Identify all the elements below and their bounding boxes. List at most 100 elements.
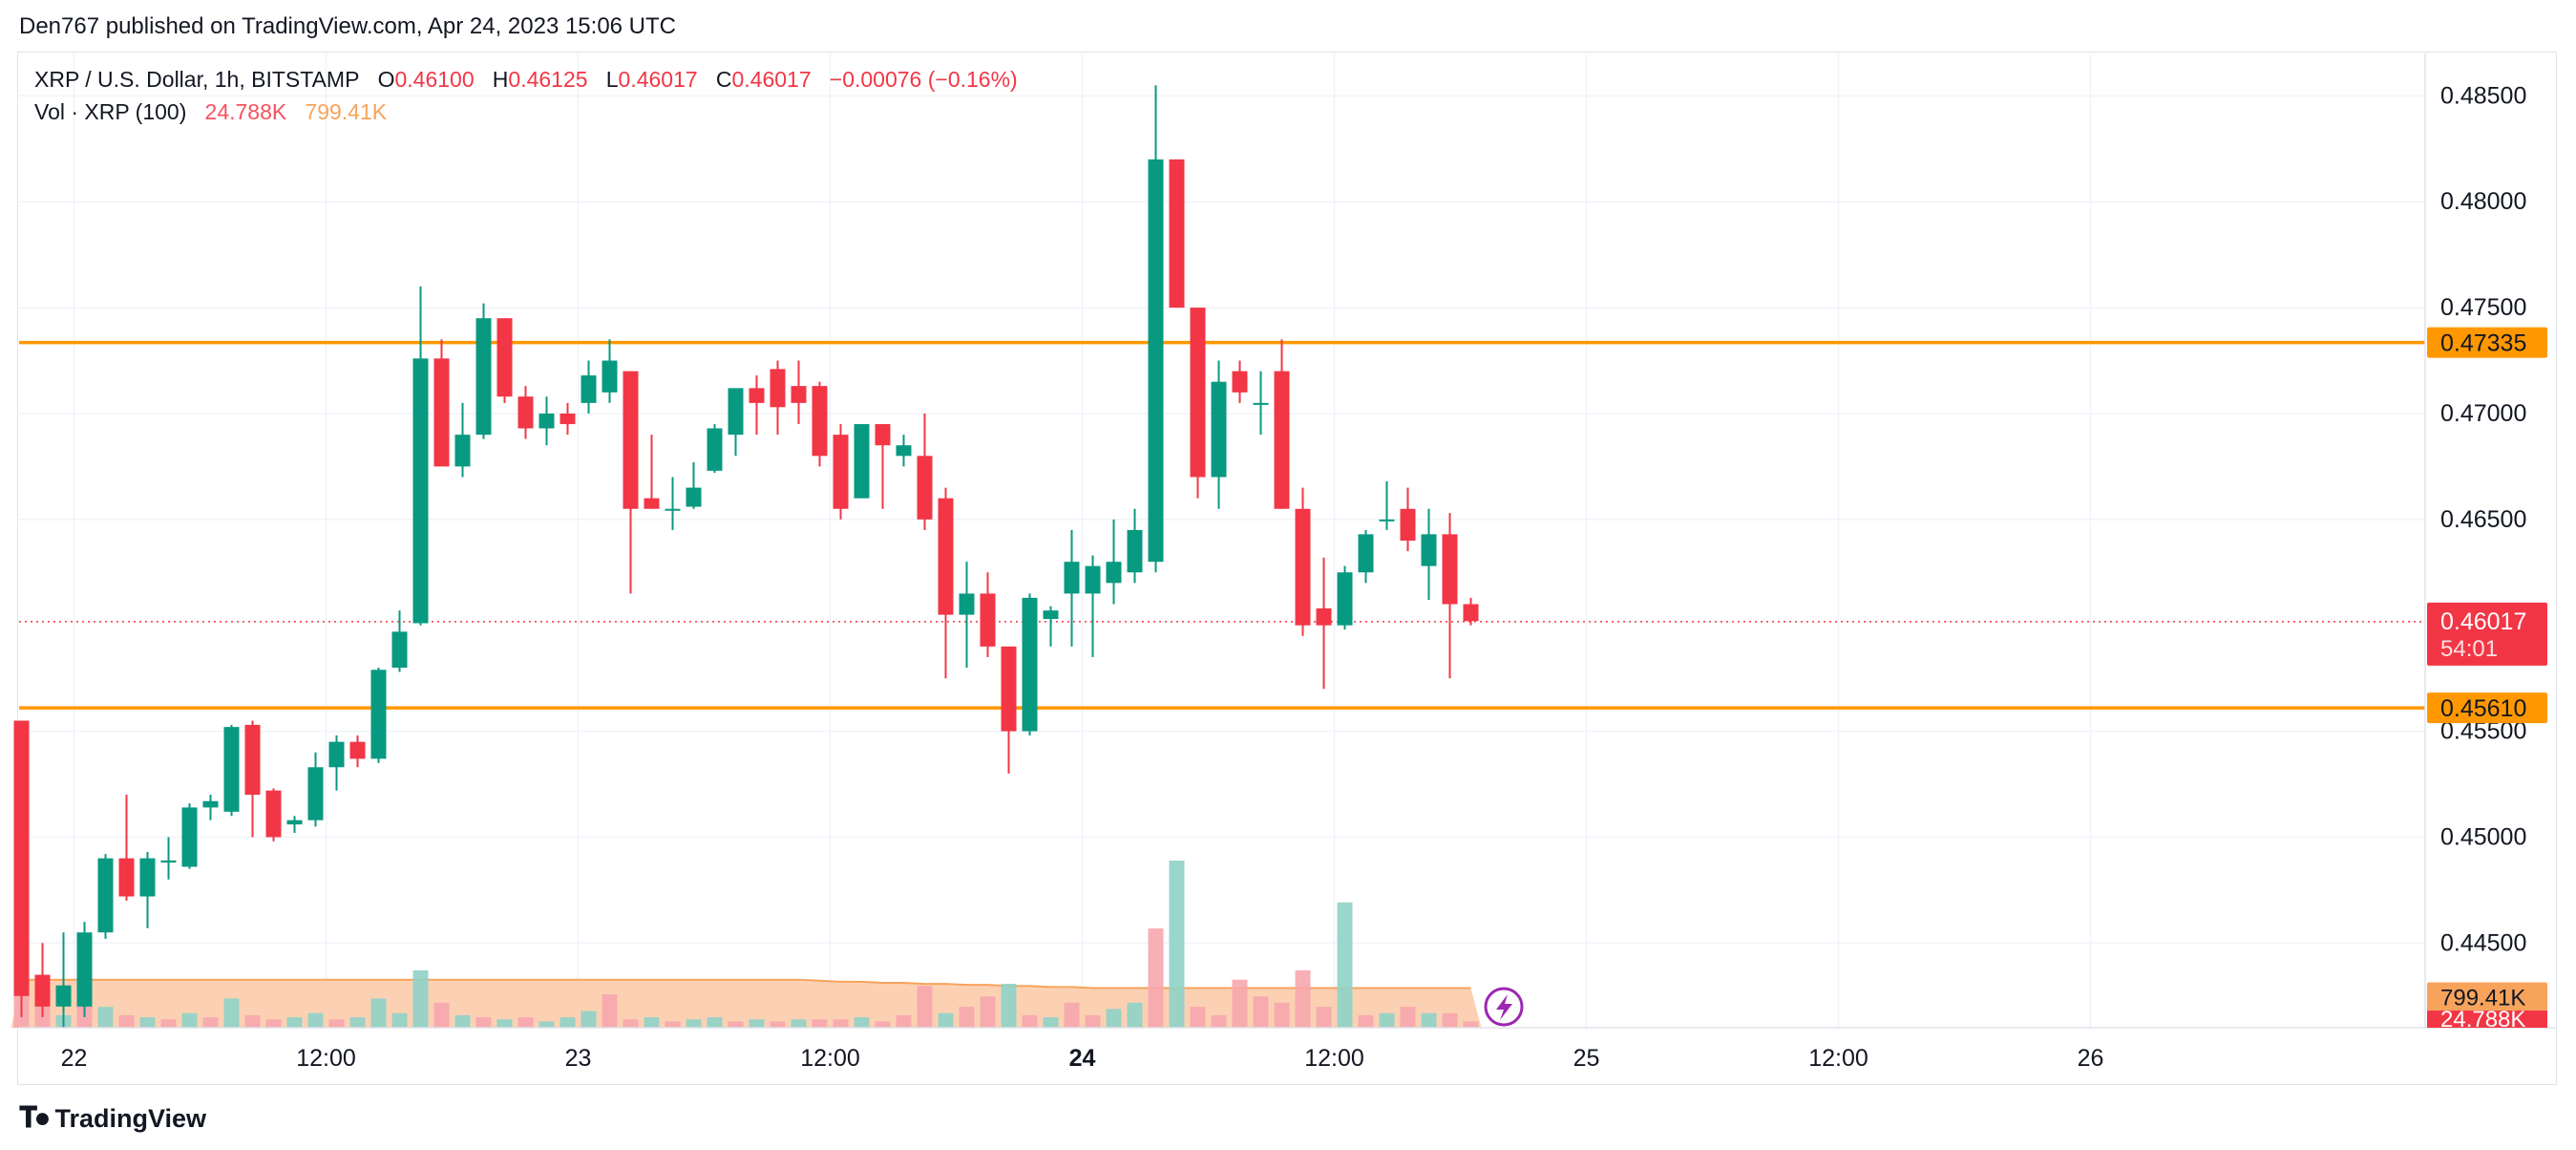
volume-bar xyxy=(833,1019,849,1028)
volume-bar xyxy=(1064,1002,1080,1028)
candle xyxy=(370,668,387,763)
volume-bar xyxy=(1316,1007,1332,1028)
volume-bar xyxy=(202,1017,219,1028)
price-level-badge xyxy=(2427,327,2547,358)
candle-body xyxy=(1316,607,1332,626)
x-tick-label: 26 xyxy=(2078,1045,2104,1072)
volume-bar xyxy=(139,1017,156,1028)
bar-countdown-label: 54:01 xyxy=(2440,636,2498,662)
candle-body xyxy=(1232,371,1248,393)
legend-change: −0.00076 (−0.16%) xyxy=(829,67,1018,92)
candle xyxy=(581,360,597,414)
y-tick-label: 0.48500 xyxy=(2440,82,2526,109)
candle xyxy=(854,424,870,499)
candle-body xyxy=(896,445,912,457)
tradingview-logo[interactable]: 𝐓● TradingView xyxy=(19,1102,206,1135)
candle xyxy=(770,360,786,436)
candle xyxy=(202,795,219,820)
legend-high-label: H xyxy=(492,67,509,92)
candle-body xyxy=(97,858,114,933)
volume-bar xyxy=(707,1017,723,1028)
volume-bar xyxy=(560,1017,576,1028)
candle xyxy=(1379,480,1395,530)
candle xyxy=(1463,597,1479,626)
candle-body xyxy=(475,318,492,436)
volume-bar xyxy=(959,1007,975,1028)
candle-body xyxy=(1358,534,1374,573)
volume-bar xyxy=(1106,1009,1122,1028)
candle-body xyxy=(728,388,744,436)
legend-ohlc: XRP / U.S. Dollar, 1h, BITSTAMP O0.46100… xyxy=(34,67,1018,93)
x-tick-label: 12:00 xyxy=(800,1045,860,1072)
price-level-badge xyxy=(2427,692,2547,724)
legend-close-label: C xyxy=(715,67,732,92)
x-tick-label: 22 xyxy=(61,1045,88,1072)
candle xyxy=(1211,360,1227,509)
candle xyxy=(1043,606,1059,647)
candle-body xyxy=(791,386,807,403)
last-price-badge xyxy=(2427,602,2547,666)
candle xyxy=(1169,159,1185,309)
volume-ma-badge xyxy=(2427,982,2547,1012)
x-tick-label: 12:00 xyxy=(1808,1045,1869,1072)
candle xyxy=(454,402,471,478)
x-tick-label: 12:00 xyxy=(1304,1045,1364,1072)
candle-body xyxy=(1001,646,1017,732)
candle xyxy=(623,371,639,594)
volume-bar xyxy=(770,1021,786,1028)
volume-bar xyxy=(1211,1014,1227,1028)
candle-body xyxy=(517,396,534,429)
volume-bar xyxy=(433,1002,450,1028)
volume-bar xyxy=(1148,928,1164,1028)
volume-bar xyxy=(1169,861,1185,1028)
candle-body xyxy=(1379,519,1395,522)
volume-bar xyxy=(370,998,387,1028)
candle-body xyxy=(686,487,702,507)
price-axis[interactable]: 0.485000.480000.475000.470000.465000.455… xyxy=(2424,53,2526,1029)
candle-body xyxy=(286,820,303,825)
y-tick-label: 0.47000 xyxy=(2440,400,2526,427)
candle xyxy=(938,487,954,679)
candle-body xyxy=(55,985,72,1007)
candle xyxy=(1022,593,1038,735)
volume-bar xyxy=(475,1017,492,1028)
candle-body xyxy=(1295,508,1311,626)
candle xyxy=(55,932,72,1028)
candle xyxy=(286,816,303,833)
candle xyxy=(1442,513,1458,679)
volume-bar xyxy=(286,1017,303,1028)
candle-body xyxy=(454,435,471,467)
candle-body xyxy=(623,371,639,509)
candle-body xyxy=(1400,508,1416,541)
chart-frame[interactable] xyxy=(17,52,2557,1085)
candle xyxy=(1421,508,1437,601)
candle-body xyxy=(1169,159,1185,309)
candle xyxy=(1106,519,1122,605)
alert-lightning-icon[interactable] xyxy=(1484,987,1524,1027)
candle xyxy=(791,360,807,425)
candle-body xyxy=(391,631,408,669)
candle-body xyxy=(917,456,933,520)
candle-body xyxy=(644,498,660,509)
candle-body xyxy=(770,369,786,408)
candle-body xyxy=(328,741,345,768)
volume-bar xyxy=(791,1019,807,1028)
volume-bar xyxy=(391,1012,408,1028)
y-tick-label: 0.47500 xyxy=(2440,294,2526,321)
volume-bar xyxy=(1085,1014,1101,1028)
volume-bar xyxy=(223,998,240,1028)
volume-ma-line xyxy=(21,978,1471,990)
y-tick-label: 0.46500 xyxy=(2440,506,2526,533)
volume-bar xyxy=(1274,1002,1290,1028)
candle-body xyxy=(118,858,135,897)
x-tick-label: 12:00 xyxy=(296,1045,356,1072)
candle xyxy=(160,837,177,880)
volume-bar xyxy=(1400,1007,1416,1028)
candle-body xyxy=(1211,381,1227,478)
candle-body xyxy=(307,767,324,820)
candle-body xyxy=(1106,562,1122,584)
volume-bar xyxy=(728,1021,744,1028)
price-level-label: 0.47335 xyxy=(2440,330,2526,357)
time-axis[interactable]: 22 12:00 23 12:00 24 12:00 25 12:00 26 xyxy=(19,1027,2557,1072)
